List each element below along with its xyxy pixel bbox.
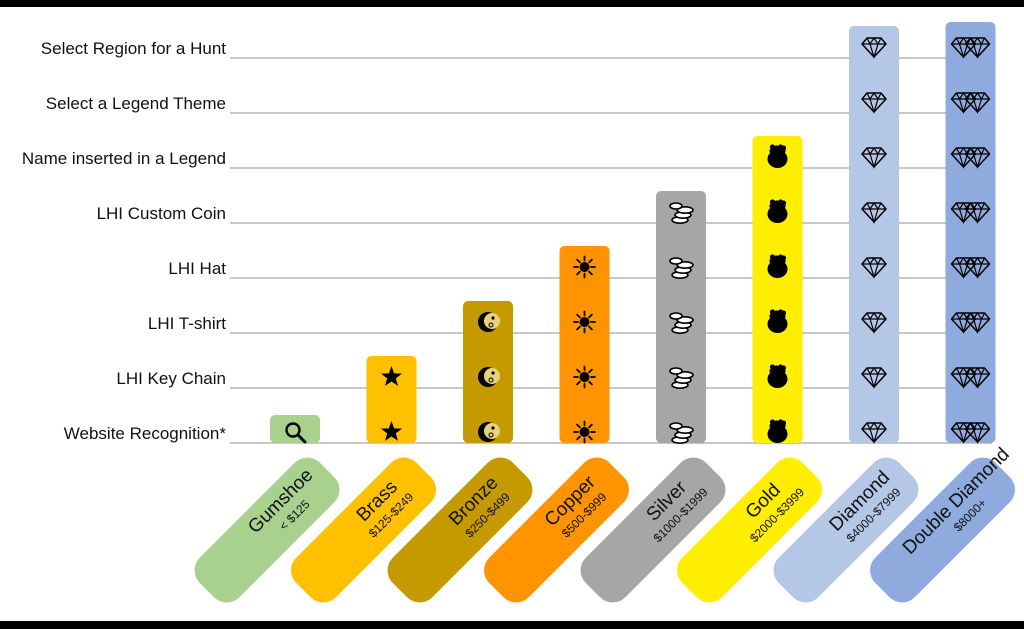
tier-pill-background	[580, 457, 726, 603]
coins-icon	[669, 422, 694, 444]
double-diamond-icon	[950, 366, 991, 390]
double-diamond-icon	[950, 201, 991, 225]
pot-of-gold-icon	[767, 254, 788, 278]
row-label: Select a Legend Theme	[46, 94, 226, 113]
tier-pill-background	[484, 457, 629, 603]
tier-pill-background	[387, 457, 533, 603]
tier-pill-background	[677, 457, 822, 603]
magnifier-icon	[285, 422, 307, 444]
diamond-icon	[861, 311, 887, 335]
tier-pill: Copper$500-$999	[484, 457, 629, 603]
pot-of-gold-icon	[767, 309, 788, 333]
tier-pill-background	[773, 457, 919, 603]
coins-icon	[669, 367, 694, 389]
tier-bars	[270, 22, 996, 443]
tier-pill-background	[291, 457, 436, 603]
tier-pill-background	[194, 457, 340, 603]
star-icon	[381, 366, 402, 386]
diamond-icon	[861, 36, 887, 60]
star-icon	[381, 421, 402, 441]
moon-icon	[478, 422, 500, 442]
double-diamond-icon	[950, 256, 991, 280]
diamond-icon	[861, 91, 887, 115]
row-label: LHI Hat	[168, 259, 226, 278]
double-diamond-icon	[950, 311, 991, 335]
pot-of-gold-icon	[767, 419, 788, 443]
sun-icon	[573, 365, 596, 389]
sun-icon	[573, 420, 596, 444]
moon-icon	[478, 367, 500, 387]
double-diamond-icon	[950, 36, 991, 60]
row-label: Select Region for a Hunt	[41, 39, 226, 58]
double-diamond-icon	[950, 146, 991, 170]
row-label: LHI Key Chain	[116, 369, 226, 388]
coins-icon	[669, 312, 694, 334]
pot-of-gold-icon	[767, 144, 788, 168]
row-label: LHI T-shirt	[148, 314, 226, 333]
diamond-icon	[861, 146, 887, 170]
tier-bar	[366, 356, 417, 443]
tier-bar	[945, 22, 996, 443]
tier-pill-background	[870, 457, 1015, 603]
moon-icon	[478, 312, 500, 332]
pot-of-gold-icon	[767, 364, 788, 388]
row-label: Name inserted in a Legend	[22, 149, 226, 168]
benefit-icons	[285, 36, 991, 445]
coins-icon	[669, 202, 694, 225]
sun-icon	[573, 310, 596, 334]
diamond-icon	[861, 201, 887, 225]
sun-icon	[573, 255, 596, 279]
double-diamond-icon	[950, 421, 991, 445]
tier-bar	[270, 415, 320, 443]
double-diamond-icon	[950, 91, 991, 115]
row-label: Website Recognition*	[64, 424, 227, 443]
diamond-icon	[861, 256, 887, 280]
tier-bar	[559, 246, 610, 443]
tier-bar	[849, 26, 899, 443]
row-label: LHI Custom Coin	[97, 204, 226, 223]
diamond-icon	[861, 366, 887, 390]
pot-of-gold-icon	[767, 199, 788, 223]
coins-icon	[669, 257, 694, 279]
tier-bar	[752, 136, 803, 443]
diamond-icon	[861, 421, 887, 445]
benefit-labels: Website Recognition* LHI Key Chain LHI T-s…	[22, 39, 227, 443]
